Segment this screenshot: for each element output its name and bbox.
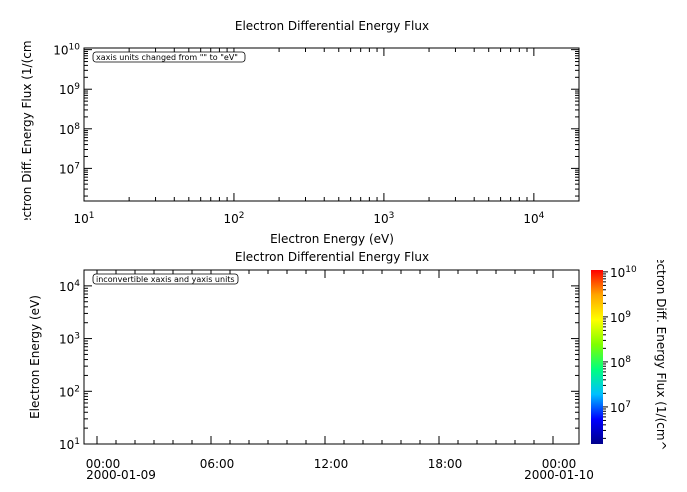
top-x-axis: 101 102 103 104: [73, 48, 580, 226]
bottom-y-tick-label-exp: 1: [74, 437, 80, 447]
colorbar-tick-label-exp: 7: [625, 400, 631, 410]
colorbar-tick-label-base: 10: [610, 311, 625, 325]
bottom-annotation-box: [92, 273, 239, 285]
bottom-panel: Electron Differential Energy Flux 00:00 0…: [28, 245, 668, 482]
top-x-tick-label-exp: 2: [239, 211, 245, 221]
colorbar-tick-label-exp: 8: [625, 355, 631, 365]
top-x-tick-label-base: 10: [373, 212, 388, 226]
top-x-tick-label-base: 10: [73, 212, 88, 226]
top-x-tick-label-base: 10: [523, 212, 538, 226]
colorbar-tick-label: 109: [610, 310, 631, 325]
top-annotation: xaxis units changed from "" to "eV": [92, 51, 246, 63]
bottom-x-date-label: 2000-01-10: [524, 468, 594, 482]
colorbar-tick-label-base: 10: [610, 266, 625, 280]
top-x-tick-label-exp: 4: [539, 211, 545, 221]
top-x-tick-label-base: 10: [223, 212, 238, 226]
bottom-x-tick-label: 00:00: [86, 457, 121, 471]
bottom-y-tick-label: 102: [59, 384, 80, 399]
colorbar-tick-label: 1010: [610, 265, 637, 280]
top-annotation-box: [92, 51, 246, 63]
bottom-x-tick-label: 18:00: [428, 457, 463, 471]
bottom-x-date-label: 2000-01-09: [86, 468, 156, 482]
bottom-annotation-text: inconvertible xaxis and yaxis units: [96, 275, 235, 284]
top-y-tick-label: 108: [59, 122, 80, 137]
bottom-y-tick-label-base: 10: [59, 438, 74, 452]
colorbar-tick-label-base: 10: [610, 356, 625, 370]
bottom-y-tick-label: 101: [59, 437, 80, 452]
top-x-tick-label: 103: [373, 211, 394, 226]
colorbar-tick-label: 107: [610, 400, 631, 415]
top-y-tick-label-exp: 10: [69, 43, 81, 53]
colorbar-gradient: [591, 270, 603, 444]
top-y-tick-label-base: 10: [59, 83, 74, 97]
top-y-tick-label-exp: 8: [74, 122, 80, 132]
top-annotation-text: xaxis units changed from "" to "eV": [96, 53, 238, 62]
bottom-x-tick-label: 00:00: [542, 457, 577, 471]
colorbar-label: Electron Diff. Energy Flux (1/(cm^2-s: [654, 245, 668, 469]
bottom-y-tick-label-base: 10: [59, 280, 74, 294]
top-plot-frame: [83, 47, 580, 202]
bottom-y-tick-label-exp: 4: [74, 279, 80, 289]
top-x-tick-label: 101: [73, 211, 94, 226]
bottom-y-tick-label: 104: [59, 279, 80, 294]
colorbar-tick-label: 108: [610, 355, 631, 370]
bottom-x-tick-label: 12:00: [314, 457, 349, 471]
top-y-tick-label-exp: 7: [74, 161, 80, 171]
bottom-chart-title: Electron Differential Energy Flux: [235, 250, 429, 264]
top-x-tick-label-exp: 3: [389, 211, 395, 221]
top-y-tick-label-base: 10: [53, 44, 68, 58]
top-y-tick-label: 109: [59, 82, 80, 97]
top-x-tick-label: 102: [223, 211, 244, 226]
top-y-tick-label-base: 10: [59, 162, 74, 176]
bottom-plot-frame: [83, 269, 580, 445]
bottom-y-tick-label: 103: [59, 332, 80, 347]
top-y-axis-label: Electron Diff. Energy Flux (1/(cm^2-s: [20, 12, 34, 236]
colorbar-tick-label-base: 10: [610, 401, 625, 415]
bottom-y-tick-label-base: 10: [59, 333, 74, 347]
colorbar-tick-label-exp: 10: [625, 265, 637, 275]
top-x-axis-label: Electron Energy (eV): [270, 232, 394, 246]
bottom-annotation: inconvertible xaxis and yaxis units: [92, 273, 239, 285]
top-y-tick-label-base: 10: [59, 123, 74, 137]
top-panel: Electron Differential Energy Flux 101 102…: [20, 12, 580, 246]
top-y-tick-label: 107: [59, 161, 80, 176]
bottom-y-axis-label: Electron Energy (eV): [28, 295, 42, 419]
top-y-tick-label-exp: 9: [74, 82, 80, 92]
top-x-tick-label: 104: [523, 211, 544, 226]
bottom-y-tick-label-exp: 3: [74, 332, 80, 342]
bottom-y-tick-label-exp: 2: [74, 384, 80, 394]
bottom-y-tick-label-base: 10: [59, 385, 74, 399]
top-y-tick-label: 1010: [53, 43, 80, 58]
top-chart-title: Electron Differential Energy Flux: [235, 19, 429, 33]
top-x-tick-label-exp: 1: [89, 211, 95, 221]
colorbar-tick-label-exp: 9: [625, 310, 631, 320]
bottom-x-tick-label: 06:00: [200, 457, 235, 471]
